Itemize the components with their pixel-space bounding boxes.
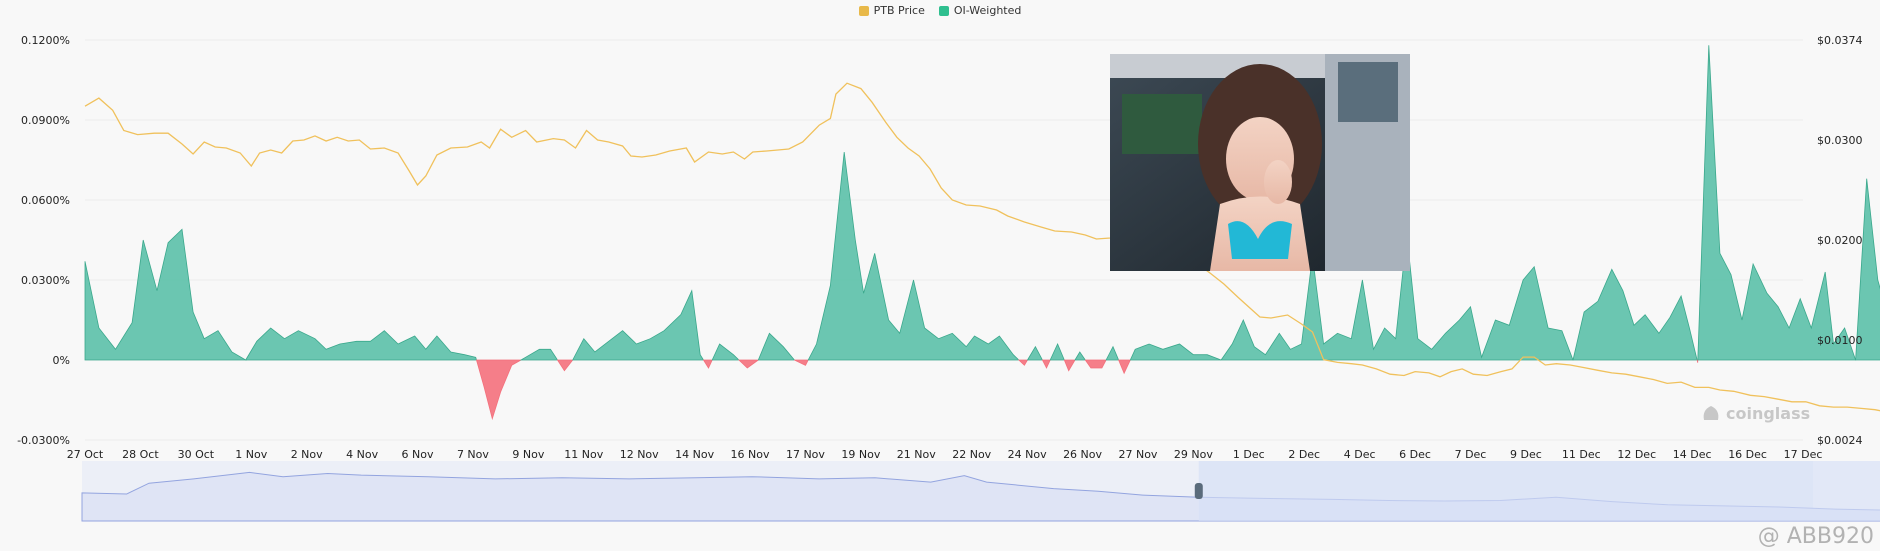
user-watermark: @ ABB920 — [1758, 524, 1874, 549]
oi-positive-area — [572, 289, 705, 361]
x-tick-label: 22 Nov — [952, 448, 991, 461]
left-tick-label: 0.0600% — [21, 194, 70, 207]
oi-positive-area — [84, 228, 248, 361]
x-tick-label: 27 Nov — [1118, 448, 1157, 461]
oi-positive-area — [1074, 351, 1087, 361]
legend-label-oi-weighted: OI-Weighted — [953, 4, 1022, 17]
left-tick-label: 0.0300% — [21, 274, 70, 287]
x-tick-label: 11 Nov — [564, 448, 603, 461]
legend-item-ptb-price[interactable]: PTB Price — [858, 4, 925, 17]
x-tick-label: 28 Oct — [122, 448, 159, 461]
x-tick-label: 17 Dec — [1784, 448, 1823, 461]
oi-negative-area — [475, 359, 523, 421]
x-tick-label: 6 Nov — [402, 448, 434, 461]
right-tick-label: $0.0200 — [1817, 234, 1863, 247]
oi-positive-area — [1220, 234, 1574, 361]
oi-negative-area — [1696, 359, 1699, 363]
woman-in-car-photo — [1110, 54, 1410, 271]
oi-negative-area — [556, 359, 574, 372]
oi-positive-area — [1026, 345, 1044, 361]
oi-negative-area — [737, 359, 760, 369]
right-tick-label: $0.0024 — [1817, 434, 1863, 447]
chart-grid — [85, 39, 1803, 441]
x-tick-label: 6 Dec — [1399, 448, 1431, 461]
left-tick-label: 0.1200% — [21, 34, 70, 47]
x-tick-label: 11 Dec — [1562, 448, 1601, 461]
user-watermark-text: @ ABB920 — [1757, 524, 1874, 549]
oi-positive-area — [1129, 343, 1222, 361]
oi-positive-area — [711, 343, 740, 361]
x-tick-label: 16 Dec — [1728, 448, 1767, 461]
oi-positive-area — [1105, 345, 1120, 361]
x-tick-label: 1 Dec — [1233, 448, 1265, 461]
x-tick-label: 1 Nov — [235, 448, 267, 461]
x-axis: 27 Oct 28 Oct 30 Oct 1 Nov 2 Nov 4 Nov 6 Nov 7 … — [67, 448, 1823, 461]
range-navigator[interactable] — [81, 461, 1880, 522]
oi-negative-area — [1041, 359, 1051, 369]
left-tick-label: 0.0900% — [21, 114, 70, 127]
oi-positive-area — [1697, 45, 1857, 361]
right-tick-label: $0.0300 — [1817, 134, 1863, 147]
oi-positive-area — [757, 332, 796, 361]
navigator-selection — [1198, 461, 1880, 521]
ptb-price-line — [84, 82, 1880, 412]
right-tick-label: $0.0100 — [1817, 334, 1863, 347]
legend-item-oi-weighted[interactable]: OI-Weighted — [938, 4, 1022, 17]
x-tick-label: 26 Nov — [1063, 448, 1102, 461]
coinglass-logo: coinglass — [1700, 402, 1810, 424]
oi-positive-area — [519, 348, 559, 361]
left-y-axis: 0.1200% 0.0900% 0.0600% 0.0300% 0% -0.0300% — [17, 34, 70, 447]
oi-negative-area — [1084, 359, 1107, 369]
x-tick-label: 4 Nov — [346, 448, 378, 461]
coinglass-mark-icon — [1703, 406, 1719, 420]
coinglass-logo-text: coinglass — [1726, 403, 1811, 423]
x-tick-label: 29 Nov — [1174, 448, 1213, 461]
x-tick-label: 7 Nov — [457, 448, 489, 461]
x-tick-label: 4 Dec — [1344, 448, 1376, 461]
right-y-axis: $0.0374 $0.0300 $0.0200 $0.0100 $0.0024 — [1817, 34, 1863, 447]
navigator-handle-left[interactable] — [1194, 483, 1203, 499]
oi-positive-area — [1572, 268, 1698, 361]
left-tick-label: -0.0300% — [17, 434, 70, 447]
oi-weighted-area — [84, 45, 1880, 421]
oi-negative-area — [1017, 359, 1029, 366]
oi-positive-area — [807, 151, 1020, 361]
x-tick-label: 12 Nov — [620, 448, 659, 461]
x-tick-label: 21 Nov — [897, 448, 936, 461]
oi-negative-area — [1063, 359, 1076, 372]
x-tick-label: 2 Dec — [1288, 448, 1320, 461]
oi-negative-area — [1118, 359, 1131, 375]
legend-swatch-ptb-price — [858, 5, 869, 16]
x-tick-label: 2 Nov — [291, 448, 323, 461]
chart-legend: PTB Price OI-Weighted — [0, 4, 1880, 17]
ptb-price-path — [84, 82, 1880, 412]
x-tick-label: 9 Dec — [1510, 448, 1542, 461]
x-tick-label: 14 Dec — [1673, 448, 1712, 461]
x-tick-label: 14 Nov — [675, 448, 714, 461]
x-tick-label: 17 Nov — [786, 448, 825, 461]
photo-overlay — [1110, 54, 1410, 271]
oi-negative-area — [794, 359, 809, 366]
x-tick-label: 27 Oct — [67, 448, 104, 461]
oi-positive-area — [244, 327, 478, 361]
oi-positive-area — [1855, 178, 1880, 361]
x-tick-label: 7 Dec — [1455, 448, 1487, 461]
right-tick-label: $0.0374 — [1817, 34, 1863, 47]
x-tick-label: 19 Nov — [841, 448, 880, 461]
x-tick-label: 12 Dec — [1617, 448, 1656, 461]
x-tick-label: 30 Oct — [178, 448, 215, 461]
legend-swatch-oi-weighted — [938, 5, 949, 16]
x-tick-label: 24 Nov — [1008, 448, 1047, 461]
x-tick-label: 9 Nov — [512, 448, 544, 461]
legend-label-ptb-price: PTB Price — [873, 4, 925, 17]
oi-positive-area — [1049, 343, 1065, 361]
left-tick-label: 0% — [53, 354, 70, 367]
oi-negative-area — [702, 359, 713, 369]
x-tick-label: 16 Nov — [731, 448, 770, 461]
